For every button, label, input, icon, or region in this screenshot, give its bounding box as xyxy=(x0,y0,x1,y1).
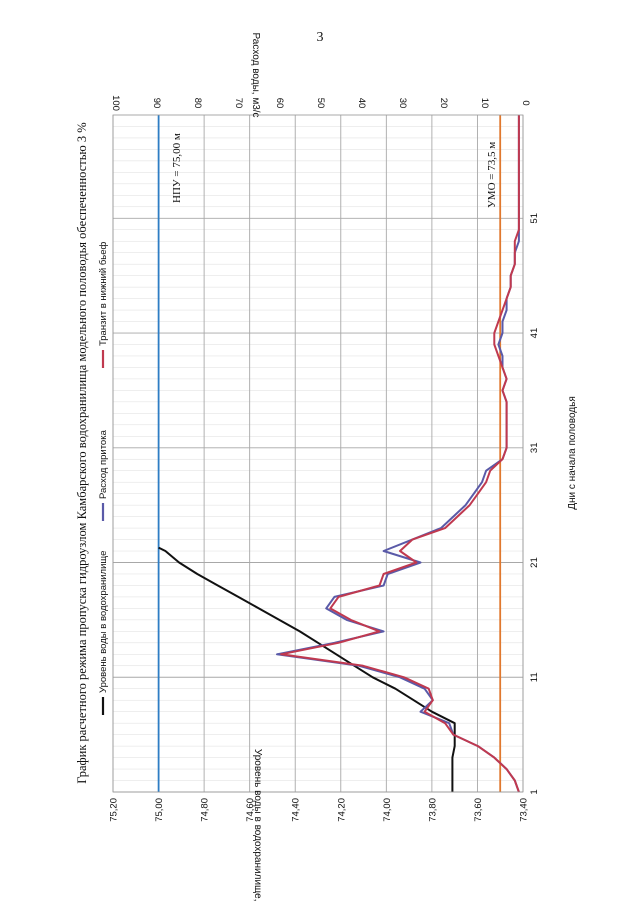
plot-frame xyxy=(112,114,524,793)
y-right-tick-label: 90 xyxy=(151,98,162,109)
y-right-tick-label: 0 xyxy=(520,100,531,105)
x-axis-title: Дни с начала половодья xyxy=(567,396,578,510)
series xyxy=(158,115,520,793)
x-tick-label: 51 xyxy=(529,213,540,224)
tick-labels: 1112131415173,4073,6073,8074,0074,2074,4… xyxy=(109,95,541,822)
x-tick-label: 31 xyxy=(529,442,540,453)
y-right-tick-label: 100 xyxy=(110,95,121,111)
y-right-tick-label: 10 xyxy=(479,98,490,109)
page-number: 3 xyxy=(316,30,324,45)
y-left-tick-label: 75,00 xyxy=(154,798,165,822)
grid xyxy=(112,114,524,793)
y-right-tick-label: 20 xyxy=(438,98,449,109)
y-left-tick-label: 74,00 xyxy=(382,798,393,822)
y-left-tick-label: 75,20 xyxy=(109,798,120,822)
y-right-tick-label: 80 xyxy=(192,98,203,109)
y-left-tick-label: 73,80 xyxy=(427,798,438,822)
x-tick-label: 11 xyxy=(529,672,540,682)
y-left-tick-label: 73,60 xyxy=(473,798,484,822)
npu-label: НПУ = 75,00 м xyxy=(171,133,183,203)
left-axis-title: Уровень воды в водохранилище, м xyxy=(252,749,263,905)
transit-line xyxy=(280,115,520,793)
chart-title: График расчетного режима пропуска гидроу… xyxy=(75,122,89,783)
legend-label-transit: Транзит в нижний бьеф xyxy=(98,241,109,346)
y-left-tick-label: 74,60 xyxy=(245,798,256,822)
y-right-tick-label: 40 xyxy=(356,98,367,109)
y-right-tick-label: 60 xyxy=(274,98,285,109)
y-left-tick-label: 74,80 xyxy=(200,798,211,822)
y-right-tick-label: 30 xyxy=(397,98,408,109)
x-tick-label: 41 xyxy=(529,328,540,339)
legend: Уровень воды в водохранилище Расход прит… xyxy=(98,241,109,715)
reference-lines xyxy=(157,115,502,792)
x-tick-label: 1 xyxy=(529,789,540,794)
legend-label-level: Уровень воды в водохранилище xyxy=(98,551,109,693)
right-axis-title: Расход воды, м3/с xyxy=(250,32,261,117)
legend-label-inflow: Расход притока xyxy=(98,429,109,499)
y-right-tick-label: 50 xyxy=(315,98,326,109)
umo-label: УМО = 73,5 м xyxy=(486,142,498,208)
y-left-tick-label: 73,40 xyxy=(519,798,530,822)
y-left-tick-label: 74,40 xyxy=(291,798,302,822)
y-left-tick-label: 74,20 xyxy=(336,798,347,822)
x-tick-label: 21 xyxy=(529,557,540,568)
level-line xyxy=(158,546,456,792)
y-right-tick-label: 70 xyxy=(233,98,244,109)
